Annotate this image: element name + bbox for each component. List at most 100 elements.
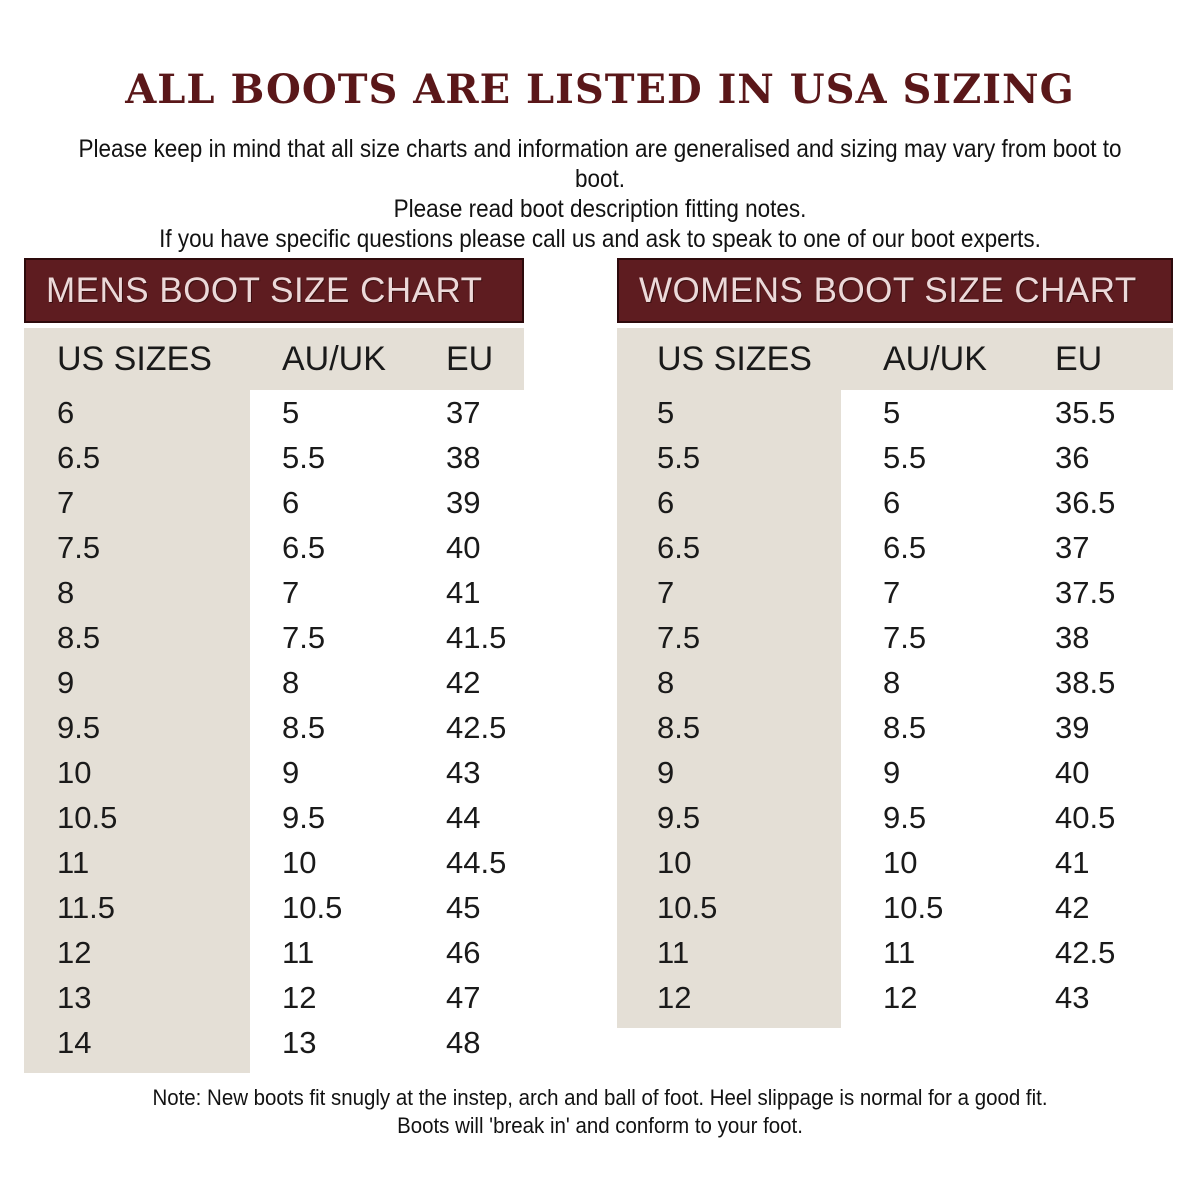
table-cell: 5 <box>282 395 300 430</box>
table-row: 14 13 48 <box>24 1020 524 1065</box>
mens-size-table: MENS BOOT SIZE CHART US SIZES AU/UK EU 6… <box>24 258 524 1073</box>
table-cell: 9 <box>883 755 901 790</box>
table-cell: 11 <box>883 935 916 970</box>
table-cell: 8.5 <box>617 705 841 750</box>
mens-column-header-au-uk: AU/UK <box>250 328 416 390</box>
table-cell: 10 <box>883 845 918 880</box>
table-cell: 6 <box>24 390 250 435</box>
table-cell: 8.5 <box>282 710 326 745</box>
womens-table-tail <box>617 1020 841 1028</box>
table-row: 12 11 46 <box>24 930 524 975</box>
table-cell: 6 <box>883 485 901 520</box>
table-cell: 38 <box>446 440 481 475</box>
table-cell: 10.5 <box>24 795 250 840</box>
mens-column-header-us-sizes: US SIZES <box>24 328 250 390</box>
table-cell: 11 <box>282 935 315 970</box>
table-row: 8.5 7.5 41.5 <box>24 615 524 660</box>
table-cell: 43 <box>1055 980 1090 1015</box>
table-row: 7.5 6.5 40 <box>24 525 524 570</box>
table-cell: 5.5 <box>883 440 927 475</box>
table-cell: 7.5 <box>282 620 326 655</box>
table-row: 10 10 41 <box>617 840 1173 885</box>
table-cell: 39 <box>1055 710 1090 745</box>
table-row: 7.5 7.5 38 <box>617 615 1173 660</box>
table-row: 6.5 6.5 37 <box>617 525 1173 570</box>
table-cell: 10.5 <box>883 890 944 925</box>
table-cell: 35.5 <box>1055 395 1116 430</box>
table-cell: 10.5 <box>617 885 841 930</box>
table-row: 10.5 9.5 44 <box>24 795 524 840</box>
table-cell: 8 <box>883 665 901 700</box>
womens-table-title: WOMENS BOOT SIZE CHART <box>617 258 1173 323</box>
table-cell: 9.5 <box>883 800 927 835</box>
table-cell: 6.5 <box>617 525 841 570</box>
table-cell: 6.5 <box>883 530 927 565</box>
table-row: 8 7 41 <box>24 570 524 615</box>
table-cell: 44.5 <box>446 845 507 880</box>
table-cell: 12 <box>24 930 250 975</box>
table-cell: 38 <box>1055 620 1090 655</box>
table-cell: 9.5 <box>24 705 250 750</box>
table-cell: 10 <box>617 840 841 885</box>
table-cell: 10 <box>24 750 250 795</box>
table-row: 6 6 36.5 <box>617 480 1173 525</box>
table-cell: 9.5 <box>617 795 841 840</box>
table-cell: 10 <box>282 845 317 880</box>
table-row: 6 5 37 <box>24 390 524 435</box>
table-cell: 9.5 <box>282 800 326 835</box>
table-cell: 41.5 <box>446 620 507 655</box>
table-cell: 13 <box>24 975 250 1020</box>
mens-table-body: 6 5 37 6.5 5.5 38 7 6 39 7.5 6.5 40 8 7 41 8.5 7.5 41.5 9 8… <box>24 390 524 1065</box>
table-cell: 7.5 <box>883 620 927 655</box>
womens-size-table: WOMENS BOOT SIZE CHART US SIZES AU/UK EU… <box>617 258 1173 1028</box>
table-cell: 11.5 <box>24 885 250 930</box>
table-cell: 5 <box>617 390 841 435</box>
intro-line-2: Please read boot description fitting not… <box>393 195 807 223</box>
table-row: 9 8 42 <box>24 660 524 705</box>
womens-column-header-us-sizes: US SIZES <box>617 328 841 390</box>
table-cell: 6.5 <box>282 530 326 565</box>
table-cell: 37 <box>1055 530 1090 565</box>
table-cell: 7 <box>617 570 841 615</box>
table-cell: 6.5 <box>24 435 250 480</box>
intro-text: Please keep in mind that all size charts… <box>60 134 1140 254</box>
table-cell: 14 <box>24 1020 250 1065</box>
table-cell: 6 <box>282 485 300 520</box>
table-cell: 46 <box>446 935 481 970</box>
mens-column-headers: US SIZES AU/UK EU <box>24 328 524 390</box>
table-cell: 12 <box>883 980 918 1015</box>
mens-table-title: MENS BOOT SIZE CHART <box>24 258 524 323</box>
table-cell: 37.5 <box>1055 575 1116 610</box>
table-cell: 9 <box>282 755 300 790</box>
table-cell: 39 <box>446 485 481 520</box>
table-row: 12 12 43 <box>617 975 1173 1020</box>
table-cell: 5.5 <box>617 435 841 480</box>
table-row: 11.5 10.5 45 <box>24 885 524 930</box>
table-cell: 7.5 <box>617 615 841 660</box>
table-cell: 37 <box>446 395 481 430</box>
table-row: 9.5 8.5 42.5 <box>24 705 524 750</box>
table-cell: 42 <box>446 665 481 700</box>
table-cell: 40 <box>446 530 481 565</box>
table-cell: 8.5 <box>883 710 927 745</box>
table-row: 10.5 10.5 42 <box>617 885 1173 930</box>
womens-column-header-au-uk: AU/UK <box>841 328 1046 390</box>
table-row: 6.5 5.5 38 <box>24 435 524 480</box>
table-cell: 40 <box>1055 755 1090 790</box>
table-row: 5 5 35.5 <box>617 390 1173 435</box>
table-cell: 8 <box>24 570 250 615</box>
table-cell: 8 <box>282 665 300 700</box>
table-cell: 36.5 <box>1055 485 1116 520</box>
page-title: ALL BOOTS ARE LISTED IN USA SIZING <box>125 66 1075 113</box>
table-cell: 43 <box>446 755 481 790</box>
table-cell: 8 <box>617 660 841 705</box>
table-row: 5.5 5.5 36 <box>617 435 1173 480</box>
table-cell: 42.5 <box>1055 935 1116 970</box>
table-cell: 45 <box>446 890 481 925</box>
table-cell: 7 <box>282 575 300 610</box>
table-cell: 44 <box>446 800 481 835</box>
table-cell: 9 <box>617 750 841 795</box>
table-row: 9.5 9.5 40.5 <box>617 795 1173 840</box>
table-cell: 7 <box>24 480 250 525</box>
